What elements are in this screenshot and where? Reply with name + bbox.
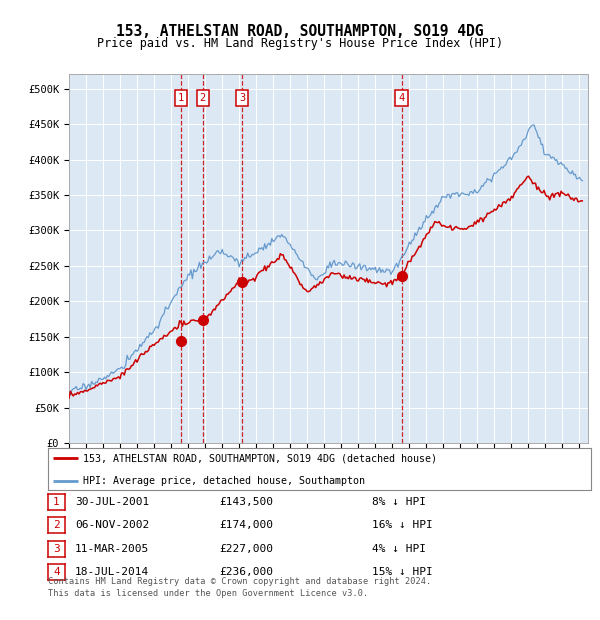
Text: £174,000: £174,000 — [219, 520, 273, 530]
Text: Contains HM Land Registry data © Crown copyright and database right 2024.: Contains HM Land Registry data © Crown c… — [48, 577, 431, 586]
Text: 2: 2 — [53, 520, 60, 530]
Text: 18-JUL-2014: 18-JUL-2014 — [75, 567, 149, 577]
Text: 2: 2 — [199, 93, 206, 103]
Text: 1: 1 — [53, 497, 60, 507]
Text: 153, ATHELSTAN ROAD, SOUTHAMPTON, SO19 4DG: 153, ATHELSTAN ROAD, SOUTHAMPTON, SO19 4… — [116, 24, 484, 38]
Text: HPI: Average price, detached house, Southampton: HPI: Average price, detached house, Sout… — [83, 476, 365, 485]
Text: 3: 3 — [239, 93, 245, 103]
Text: 30-JUL-2001: 30-JUL-2001 — [75, 497, 149, 507]
Text: 4% ↓ HPI: 4% ↓ HPI — [372, 544, 426, 554]
Text: This data is licensed under the Open Government Licence v3.0.: This data is licensed under the Open Gov… — [48, 588, 368, 598]
Text: 15% ↓ HPI: 15% ↓ HPI — [372, 567, 433, 577]
Text: 1: 1 — [178, 93, 184, 103]
Text: 3: 3 — [53, 544, 60, 554]
Text: Price paid vs. HM Land Registry's House Price Index (HPI): Price paid vs. HM Land Registry's House … — [97, 37, 503, 50]
Text: 4: 4 — [53, 567, 60, 577]
Text: 8% ↓ HPI: 8% ↓ HPI — [372, 497, 426, 507]
Text: 4: 4 — [398, 93, 404, 103]
Text: £227,000: £227,000 — [219, 544, 273, 554]
Text: £236,000: £236,000 — [219, 567, 273, 577]
Text: 16% ↓ HPI: 16% ↓ HPI — [372, 520, 433, 530]
Text: 153, ATHELSTAN ROAD, SOUTHAMPTON, SO19 4DG (detached house): 153, ATHELSTAN ROAD, SOUTHAMPTON, SO19 4… — [83, 453, 437, 463]
Text: £143,500: £143,500 — [219, 497, 273, 507]
Text: 06-NOV-2002: 06-NOV-2002 — [75, 520, 149, 530]
Text: 11-MAR-2005: 11-MAR-2005 — [75, 544, 149, 554]
